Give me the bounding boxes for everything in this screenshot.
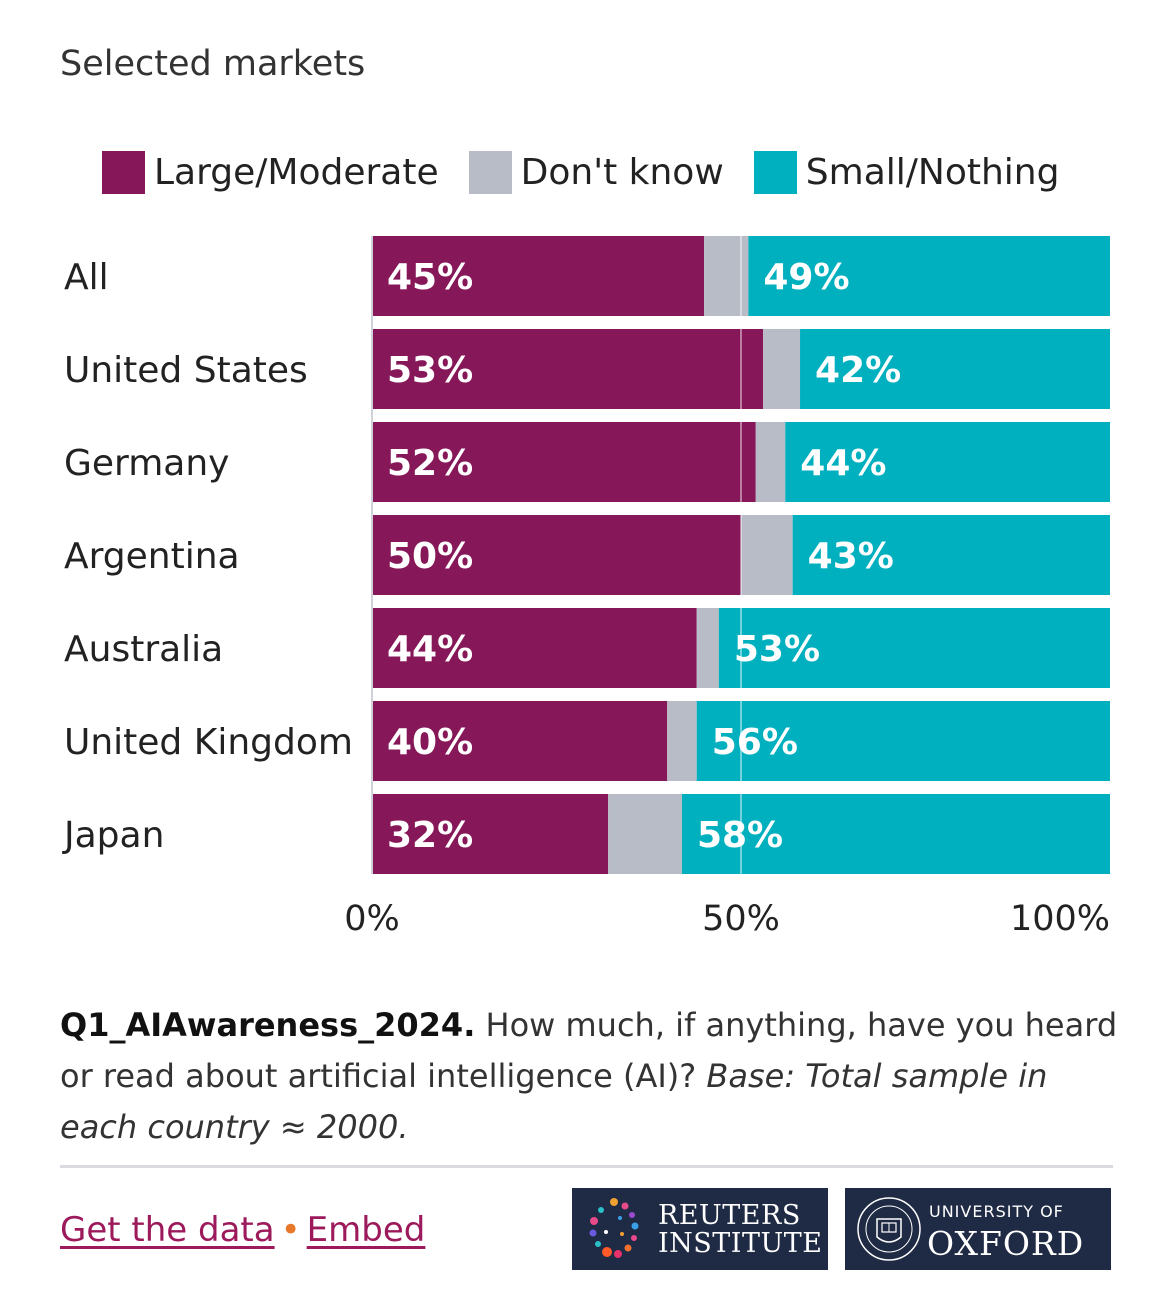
bar-don-t-know-united-kingdom	[667, 701, 697, 781]
legend-swatch-large-moderate	[102, 150, 145, 194]
bar-small-nothing-japan	[681, 794, 1110, 874]
question-text: How much, if anything, have you heard or…	[60, 1006, 1118, 1095]
data-label-small-nothing-all: 49%	[763, 257, 849, 298]
legend-item-large-moderate: Large/Moderate	[102, 150, 439, 194]
legend-label-dont-know: Don't know	[520, 151, 724, 193]
bar-large-moderate-argentina	[372, 515, 741, 595]
question-code: Q1_AIAwareness_2024.	[60, 1006, 476, 1044]
bar-large-moderate-japan	[372, 794, 609, 874]
data-label-large-moderate-japan: 32%	[387, 815, 473, 856]
bar-small-nothing-argentina	[792, 515, 1110, 595]
university-of-oxford-logo[interactable]: UNIVERSITY OF OXFORD	[845, 1188, 1111, 1270]
bar-small-nothing-united-kingdom	[696, 701, 1110, 781]
oxford-line-1: UNIVERSITY OF	[929, 1202, 1064, 1221]
oxford-crest-icon	[857, 1197, 921, 1261]
category-label-japan: Japan	[62, 815, 164, 856]
link-separator: •	[280, 1210, 301, 1250]
bar-small-nothing-all	[748, 236, 1110, 316]
bar-small-nothing-australia	[718, 608, 1110, 688]
bar-small-nothing-united-states	[800, 329, 1110, 409]
bar-don-t-know-all	[704, 236, 749, 316]
reuters-institute-logo[interactable]: REUTERS INSTITUTE	[572, 1188, 828, 1270]
chart-subtitle: Selected markets	[60, 44, 366, 84]
data-label-small-nothing-united-kingdom: 56%	[712, 722, 798, 763]
embed-link[interactable]: Embed	[306, 1210, 426, 1250]
reuters-dots-icon	[589, 1198, 639, 1258]
data-label-large-moderate-united-kingdom: 40%	[387, 722, 473, 763]
bar-don-t-know-japan	[608, 794, 682, 874]
data-label-large-moderate-argentina: 50%	[387, 536, 473, 577]
x-tick-label-50: 50%	[702, 899, 780, 939]
category-label-united-kingdom: United Kingdom	[64, 722, 353, 763]
legend-item-dont-know: Don't know	[468, 150, 724, 194]
question-note: Q1_AIAwareness_2024. How much, if anythi…	[60, 1000, 1120, 1153]
data-label-small-nothing-united-states: 42%	[815, 350, 901, 391]
footer-divider	[60, 1165, 1113, 1168]
bar-large-moderate-australia	[372, 608, 697, 688]
legend-label-large-moderate: Large/Moderate	[154, 151, 439, 193]
base-text: Base: Total sample in each country ≈ 200…	[60, 1057, 1048, 1146]
data-label-large-moderate-all: 45%	[387, 257, 473, 298]
bar-large-moderate-united-states	[372, 329, 764, 409]
bar-don-t-know-germany	[755, 422, 786, 502]
category-label-argentina: Argentina	[64, 536, 240, 577]
legend-label-small-nothing: Small/Nothing	[805, 151, 1060, 193]
category-label-germany: Germany	[64, 443, 229, 484]
stacked-bar-chart: All 45% 49% United States 53% 42% Germany 52% 44…	[62, 236, 1110, 939]
legend: Large/Moderate Don't know Small/Nothing	[102, 150, 1089, 194]
legend-item-small-nothing: Small/Nothing	[753, 150, 1060, 194]
category-label-all: All	[64, 257, 109, 298]
data-label-small-nothing-australia: 53%	[734, 629, 820, 670]
bar-don-t-know-argentina	[741, 515, 793, 595]
x-tick-label-100: 100%	[1010, 899, 1110, 939]
reuters-line-1: REUTERS	[658, 1200, 801, 1231]
reuters-line-2: INSTITUTE	[658, 1228, 823, 1259]
legend-swatch-small-nothing	[753, 150, 797, 194]
bar-large-moderate-germany	[372, 422, 756, 502]
bar-large-moderate-united-kingdom	[372, 701, 668, 781]
oxford-line-2: OXFORD	[927, 1224, 1085, 1263]
bar-large-moderate-all	[372, 236, 705, 316]
x-tick-label-0: 0%	[344, 899, 400, 939]
data-label-small-nothing-japan: 58%	[697, 815, 783, 856]
bar-small-nothing-germany	[785, 422, 1110, 502]
category-label-united-states: United States	[64, 350, 308, 391]
data-label-small-nothing-argentina: 43%	[808, 536, 894, 577]
data-label-small-nothing-germany: 44%	[800, 443, 886, 484]
footer-links: Get the data • Embed	[60, 1210, 425, 1250]
data-label-large-moderate-australia: 44%	[387, 629, 473, 670]
data-label-large-moderate-germany: 52%	[387, 443, 473, 484]
get-the-data-link[interactable]: Get the data	[60, 1210, 275, 1250]
legend-swatch-dont-know	[468, 150, 512, 194]
data-label-large-moderate-united-states: 53%	[387, 350, 473, 391]
category-label-australia: Australia	[64, 629, 223, 670]
bar-don-t-know-united-states	[763, 329, 801, 409]
bar-don-t-know-australia	[696, 608, 719, 688]
